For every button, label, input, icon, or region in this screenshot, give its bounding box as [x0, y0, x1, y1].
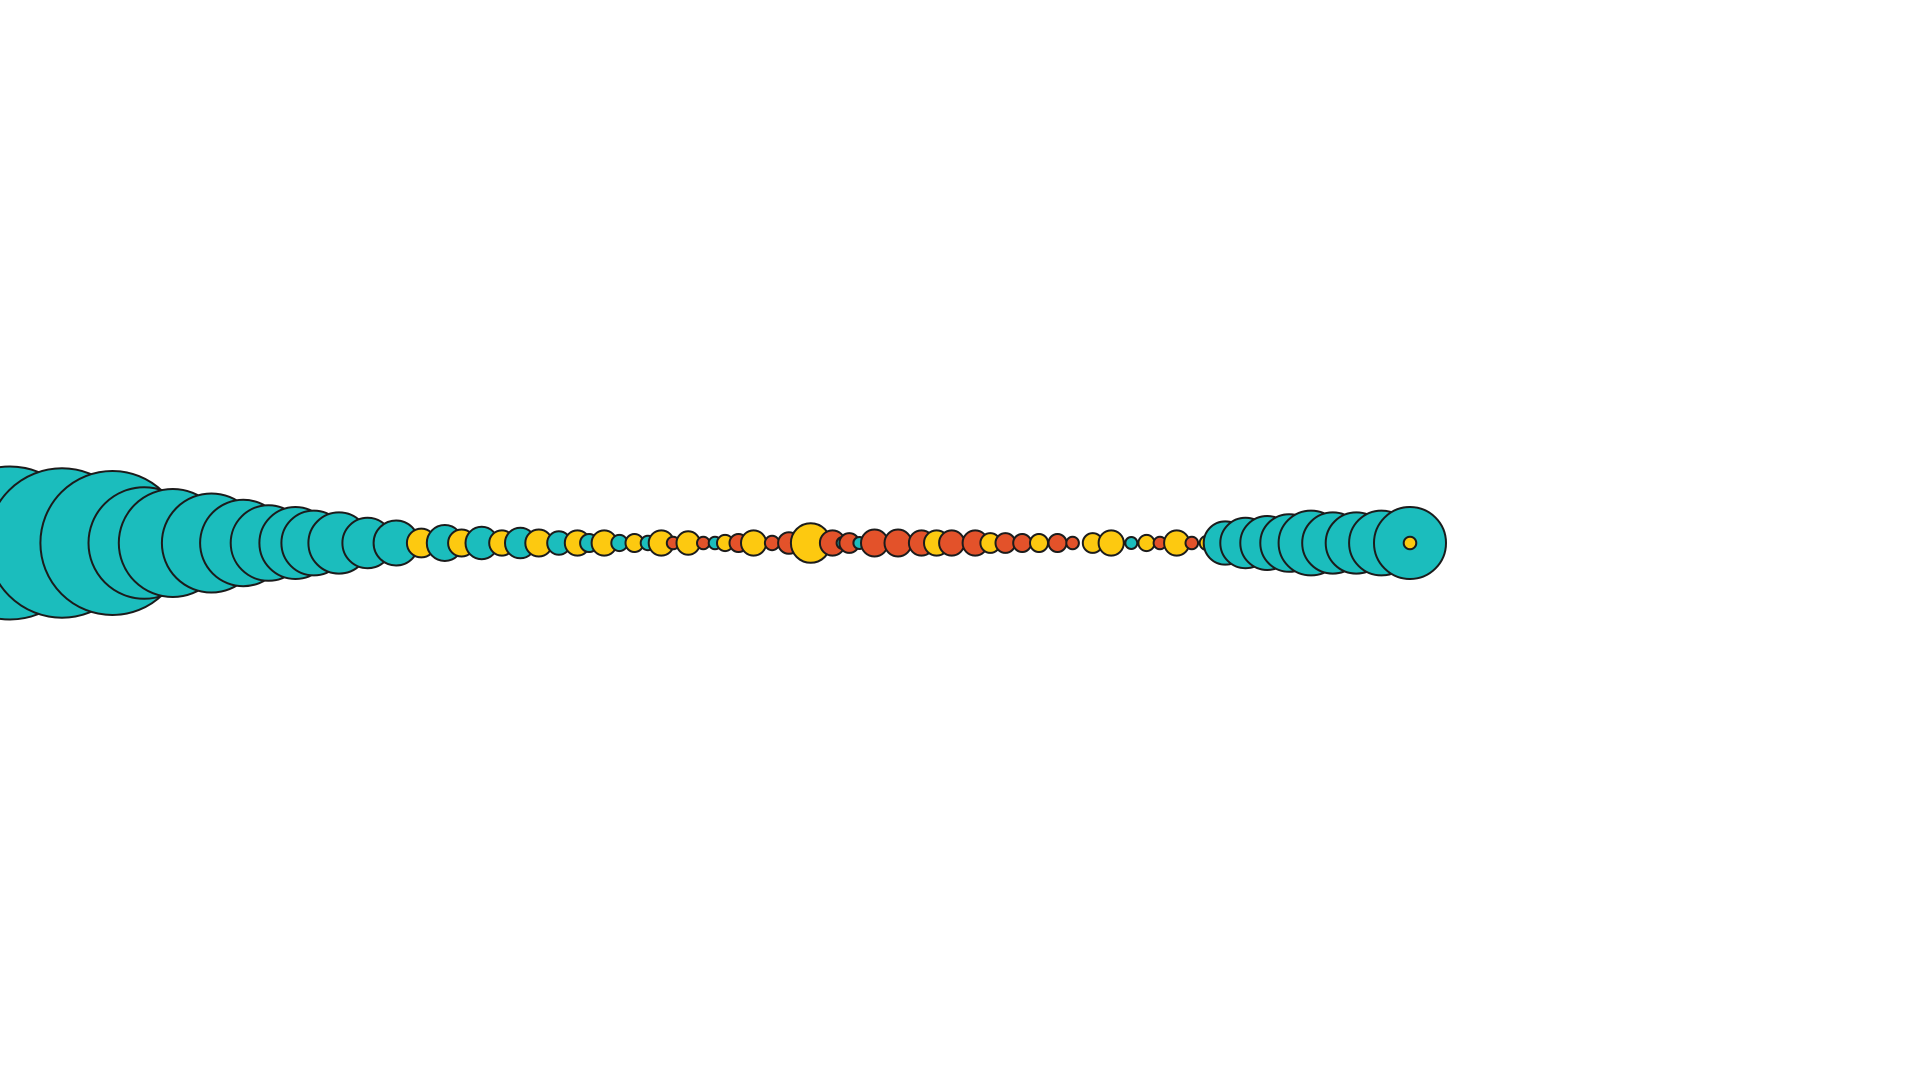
bead-yellow [740, 529, 768, 557]
bead-orange [1012, 533, 1033, 553]
bead-orange [1047, 533, 1068, 553]
bead-yellow [1402, 535, 1418, 551]
bead-orange [1184, 535, 1200, 551]
bead-teal [1124, 536, 1139, 550]
bead-yellow [1097, 529, 1125, 557]
bead-yellow [1137, 533, 1156, 553]
bead-group [0, 465, 1447, 621]
bead-orange [1065, 535, 1080, 551]
bead-yellow [1029, 533, 1049, 553]
bead-orange [883, 528, 913, 558]
bead-orange [938, 529, 966, 557]
